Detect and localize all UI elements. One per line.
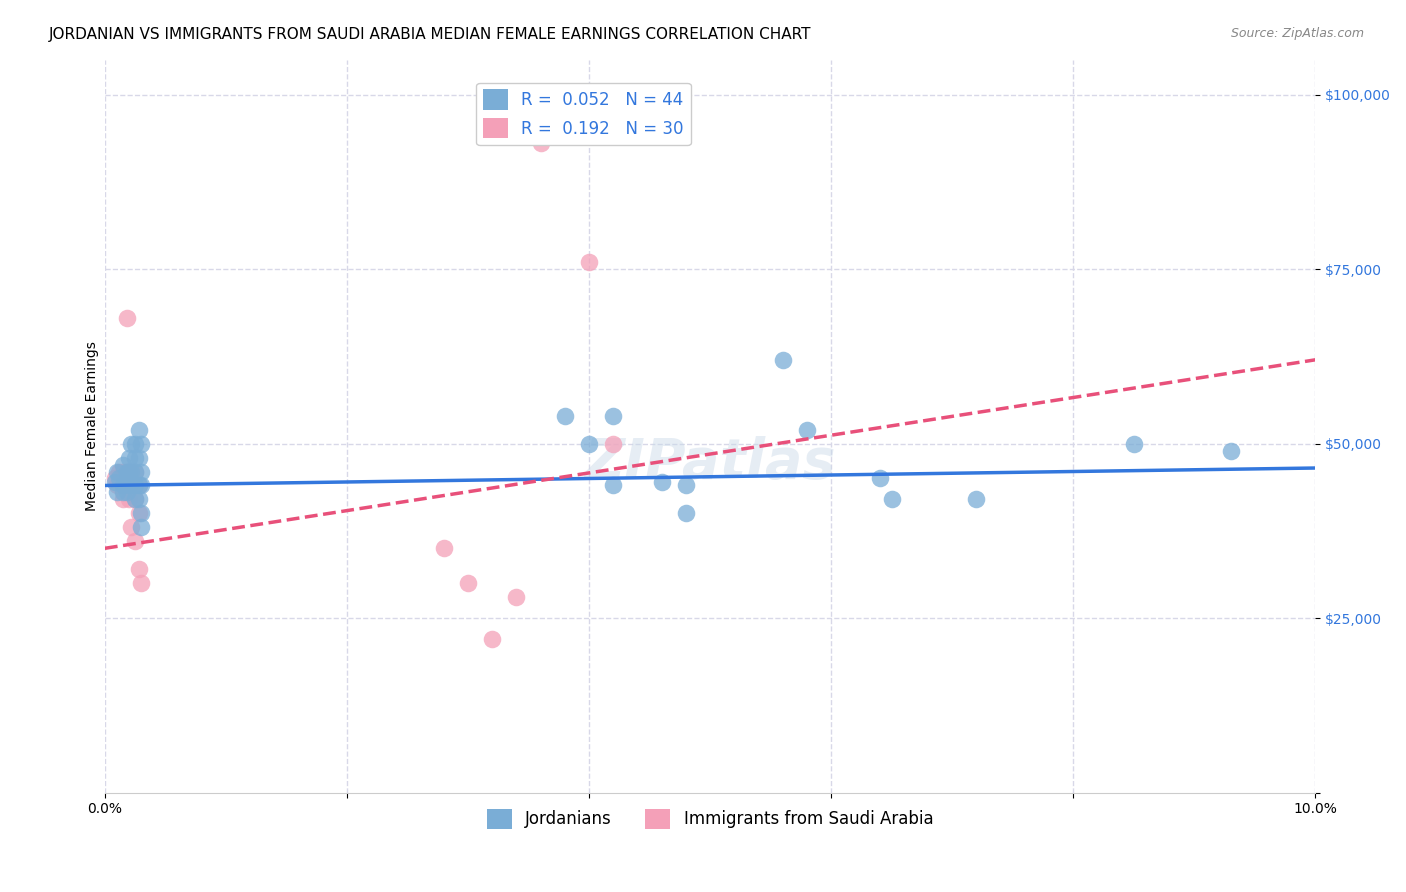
Point [128, 562, 150, 576]
Point [505, 590, 527, 604]
Point [115, 475, 138, 489]
Point [115, 478, 138, 492]
Point [796, 423, 818, 437]
Point [124, 478, 146, 492]
Point [124, 534, 146, 549]
Point [457, 576, 479, 591]
Point [121, 475, 143, 489]
Legend: Jordanians, Immigrants from Saudi Arabia: Jordanians, Immigrants from Saudi Arabia [481, 802, 941, 836]
Point [128, 478, 150, 492]
Point [118, 450, 141, 465]
Point [433, 541, 456, 556]
Point [121, 436, 143, 450]
Point [129, 507, 152, 521]
Point [128, 507, 150, 521]
Point [675, 507, 697, 521]
Text: Source: ZipAtlas.com: Source: ZipAtlas.com [1230, 27, 1364, 40]
Point [129, 436, 152, 450]
Point [869, 471, 891, 485]
Text: JORDANIAN VS IMMIGRANTS FROM SAUDI ARABIA MEDIAN FEMALE EARNINGS CORRELATION CHA: JORDANIAN VS IMMIGRANTS FROM SAUDI ARABI… [49, 27, 811, 42]
Point [108, 465, 131, 479]
Point [578, 255, 600, 269]
Y-axis label: Median Female Earnings: Median Female Earnings [86, 341, 100, 511]
Point [108, 471, 131, 485]
Point [965, 492, 987, 507]
Point [111, 478, 134, 492]
Point [111, 478, 134, 492]
Point [121, 465, 143, 479]
Point [124, 465, 146, 479]
Point [121, 520, 143, 534]
Point [128, 450, 150, 465]
Point [1122, 436, 1144, 450]
Point [481, 632, 503, 646]
Point [124, 465, 146, 479]
Point [121, 478, 143, 492]
Point [124, 492, 146, 507]
Point [554, 409, 576, 423]
Point [772, 352, 794, 367]
Point [129, 520, 152, 534]
Point [129, 576, 152, 591]
Point [124, 478, 146, 492]
Point [602, 409, 624, 423]
Point [115, 465, 138, 479]
Point [118, 465, 141, 479]
Point [1219, 443, 1241, 458]
Point [602, 478, 624, 492]
Point [651, 475, 673, 489]
Point [124, 436, 146, 450]
Point [105, 478, 128, 492]
Point [118, 478, 141, 492]
Point [111, 465, 134, 479]
Point [129, 465, 152, 479]
Point [124, 450, 146, 465]
Point [675, 478, 697, 492]
Point [128, 492, 150, 507]
Point [121, 465, 143, 479]
Point [111, 485, 134, 500]
Point [115, 310, 138, 325]
Point [103, 475, 125, 489]
Point [128, 423, 150, 437]
Point [118, 492, 141, 507]
Point [105, 465, 128, 479]
Point [103, 471, 125, 485]
Point [111, 458, 134, 472]
Text: ZIPatlas: ZIPatlas [585, 436, 837, 490]
Point [115, 485, 138, 500]
Point [129, 478, 152, 492]
Point [128, 478, 150, 492]
Point [124, 492, 146, 507]
Point [578, 436, 600, 450]
Point [118, 465, 141, 479]
Point [115, 465, 138, 479]
Point [118, 478, 141, 492]
Point [111, 492, 134, 507]
Point [880, 492, 903, 507]
Point [105, 485, 128, 500]
Point [602, 436, 624, 450]
Point [530, 136, 553, 151]
